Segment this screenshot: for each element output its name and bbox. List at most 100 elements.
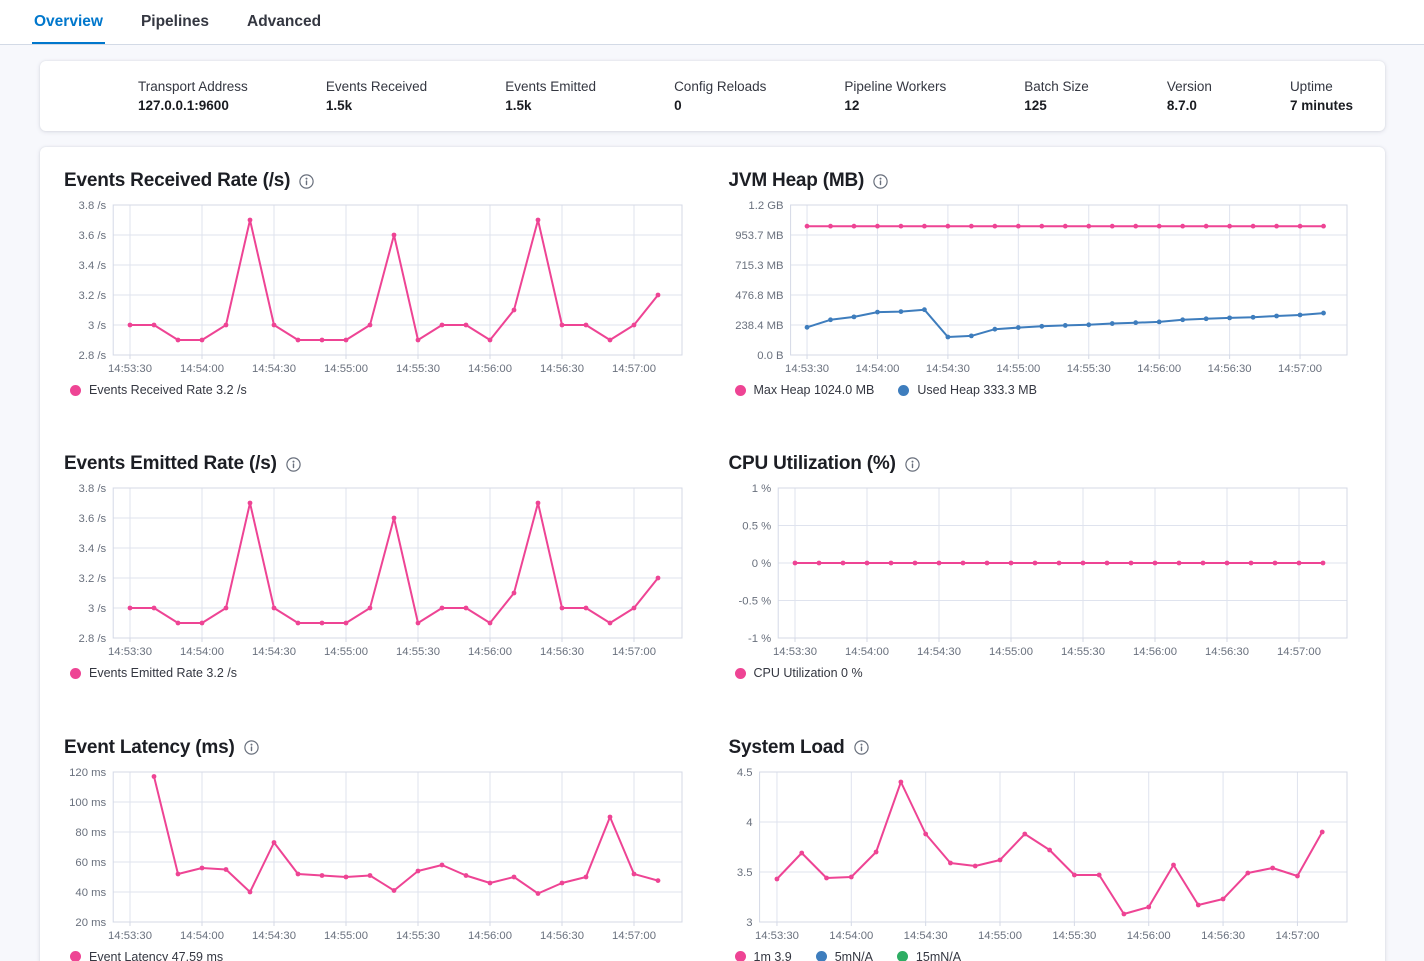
tab-overview[interactable]: Overview bbox=[32, 0, 105, 44]
x-tick-label: 14:54:30 bbox=[917, 646, 961, 658]
x-tick-label: 14:54:30 bbox=[252, 363, 296, 375]
x-tick-label: 14:55:00 bbox=[989, 646, 1033, 658]
stat-label: Pipeline Workers bbox=[844, 79, 947, 94]
line-chart[interactable]: 14:53:30 14:54:00 14:54:30 14:55:00 14:55:30… bbox=[64, 482, 686, 662]
chart-title: CPU Utilization (%) bbox=[728, 453, 896, 475]
legend-dot bbox=[898, 384, 910, 396]
x-tick-label: 14:57:00 bbox=[1277, 646, 1321, 658]
legend-label: Used Heap 333.3 MB bbox=[917, 383, 1037, 397]
chart-title: Events Emitted Rate (/s) bbox=[64, 453, 277, 475]
x-tick-label: 14:54:30 bbox=[252, 646, 296, 658]
stat-uptime: Uptime 7 minutes bbox=[1290, 79, 1353, 113]
y-tick-label: 20 ms bbox=[75, 916, 106, 928]
y-tick-label: 3 bbox=[746, 916, 752, 928]
legend-label: Events Received Rate 3.2 /s bbox=[89, 383, 247, 397]
info-icon[interactable] bbox=[873, 173, 888, 189]
info-icon[interactable] bbox=[243, 740, 259, 755]
legend-item-cpu-utilization-0[interactable]: CPU Utilization 0 % bbox=[734, 666, 863, 680]
y-tick-label: 715.3 MB bbox=[735, 260, 783, 272]
x-tick-label: 14:56:00 bbox=[1133, 646, 1177, 658]
x-tick-label: 14:56:30 bbox=[540, 363, 584, 375]
stat-events-received: Events Received 1.5k bbox=[326, 79, 427, 113]
info-icon[interactable] bbox=[286, 457, 301, 472]
content: Transport Address 127.0.0.1:9600 Events … bbox=[0, 45, 1424, 961]
chart-legend: 1m 3.9 5mN/A 15mN/A bbox=[729, 950, 1362, 961]
stat-label: Version bbox=[1166, 79, 1212, 94]
y-tick-label: 1.2 GB bbox=[748, 200, 783, 212]
x-tick-label: 14:53:30 bbox=[108, 930, 152, 942]
y-tick-label: 3.2 /s bbox=[79, 290, 107, 302]
legend-label: 1m 3.9 bbox=[753, 949, 792, 961]
tab-pipelines[interactable]: Pipelines bbox=[140, 13, 209, 30]
x-tick-label: 14:53:30 bbox=[108, 363, 152, 375]
chart-title: Event Latency (ms) bbox=[64, 736, 235, 758]
line-chart[interactable]: 14:53:30 14:54:00 14:54:30 14:55:00 14:55:30… bbox=[64, 199, 686, 379]
stat-value: 125 bbox=[1024, 98, 1047, 113]
x-tick-label: 14:56:30 bbox=[540, 930, 584, 942]
x-tick-label: 14:53:30 bbox=[773, 646, 817, 658]
legend-item-max-heap-1024-0-mb[interactable]: Max Heap 1024.0 MB bbox=[734, 383, 875, 397]
chart-cell-events-emitted-rate: Events Emitted Rate (/s) 14:53:30 14:54:0… bbox=[64, 453, 697, 700]
chart-cell-system-load: System Load 14:53:30 14:54:00 14:54:30 14:5… bbox=[729, 737, 1362, 961]
legend-item-event-latency-47-59-ms[interactable]: Event Latency 47.59 ms bbox=[70, 950, 223, 961]
y-tick-label: 3.2 /s bbox=[79, 573, 107, 585]
info-icon[interactable] bbox=[905, 457, 920, 472]
legend-item-1m-3-9[interactable]: 1m 3.9 bbox=[734, 949, 792, 961]
stat-value: 12 bbox=[844, 98, 860, 113]
chart-cell-event-latency: Event Latency (ms) 14:53:30 14:54:00 14:54… bbox=[64, 737, 697, 961]
line-chart[interactable]: 14:53:30 14:54:00 14:54:30 14:55:00 14:55:30… bbox=[729, 482, 1351, 662]
y-tick-label: 4.5 bbox=[736, 766, 752, 778]
legend-dot bbox=[734, 667, 746, 679]
legend-item-5mn-a[interactable]: 5mN/A bbox=[815, 950, 873, 961]
y-tick-label: 3.4 /s bbox=[79, 543, 107, 555]
x-tick-label: 14:56:00 bbox=[1126, 930, 1170, 942]
chart-cell-cpu-utilization: CPU Utilization (%) 14:53:30 14:54:00 14:5… bbox=[729, 453, 1362, 700]
x-tick-label: 14:56:00 bbox=[468, 930, 512, 942]
y-tick-label: 60 ms bbox=[75, 856, 106, 868]
x-tick-label: 14:54:00 bbox=[180, 646, 224, 658]
legend-item-15mn-a[interactable]: 15mN/A bbox=[896, 950, 961, 961]
legend-item-used-heap-333-3-mb[interactable]: Used Heap 333.3 MB bbox=[898, 383, 1037, 397]
x-tick-label: 14:53:30 bbox=[108, 646, 152, 658]
y-tick-label: 3.4 /s bbox=[79, 260, 107, 272]
y-tick-label: 3.6 /s bbox=[79, 513, 107, 525]
stat-label: Events Received bbox=[325, 79, 428, 94]
y-tick-label: 3 /s bbox=[88, 603, 107, 615]
info-icon[interactable] bbox=[299, 173, 314, 189]
chart-legend: Events Emitted Rate 3.2 /s bbox=[64, 666, 697, 680]
legend-label: Events Emitted Rate 3.2 /s bbox=[89, 666, 237, 681]
tabs-bar: Overview Pipelines Advanced bbox=[0, 0, 1424, 45]
legend-item-events-emitted-rate-3-2-s[interactable]: Events Emitted Rate 3.2 /s bbox=[70, 666, 237, 680]
stat-value: 127.0.0.1:9600 bbox=[138, 98, 229, 113]
chart-legend: Events Received Rate 3.2 /s bbox=[64, 383, 697, 397]
tab-advanced[interactable]: Advanced bbox=[247, 13, 322, 30]
x-tick-label: 14:54:30 bbox=[252, 930, 296, 942]
x-tick-label: 14:55:00 bbox=[324, 363, 368, 375]
stat-value: 8.7.0 bbox=[1166, 98, 1197, 113]
legend-dot bbox=[70, 384, 81, 396]
y-tick-label: 0 % bbox=[751, 558, 770, 570]
x-tick-label: 14:56:30 bbox=[1205, 646, 1249, 658]
x-tick-label: 14:55:00 bbox=[978, 930, 1022, 942]
y-tick-label: 120 ms bbox=[69, 766, 106, 778]
x-tick-label: 14:54:00 bbox=[180, 930, 224, 942]
line-chart[interactable]: 14:53:30 14:54:00 14:54:30 14:55:00 14:55:30… bbox=[729, 766, 1351, 946]
line-chart[interactable]: 14:53:30 14:54:00 14:54:30 14:55:00 14:55:30… bbox=[729, 199, 1351, 379]
legend-item-events-received-rate-3-2-s[interactable]: Events Received Rate 3.2 /s bbox=[70, 383, 247, 397]
y-tick-label: 100 ms bbox=[69, 796, 106, 808]
info-icon[interactable] bbox=[853, 740, 869, 755]
charts-card: Events Received Rate (/s) 14:53:30 14:54:… bbox=[40, 147, 1385, 961]
chart-title: System Load bbox=[728, 736, 845, 758]
x-tick-label: 14:53:30 bbox=[785, 363, 829, 375]
legend-label: Event Latency 47.59 ms bbox=[89, 949, 224, 961]
x-tick-label: 14:55:00 bbox=[996, 363, 1040, 375]
x-tick-label: 14:54:30 bbox=[925, 363, 969, 375]
y-tick-label: 3.6 /s bbox=[79, 230, 107, 242]
line-chart[interactable]: 14:53:30 14:54:00 14:54:30 14:55:00 14:55:30… bbox=[64, 766, 686, 946]
stat-config-reloads: Config Reloads 0 bbox=[674, 79, 766, 113]
legend-dot bbox=[896, 951, 908, 961]
x-tick-label: 14:57:00 bbox=[612, 646, 656, 658]
chart-cell-events-received-rate: Events Received Rate (/s) 14:53:30 14:54:… bbox=[64, 170, 697, 417]
y-tick-label: 0.5 % bbox=[742, 521, 771, 533]
legend-label: Max Heap 1024.0 MB bbox=[753, 383, 875, 397]
